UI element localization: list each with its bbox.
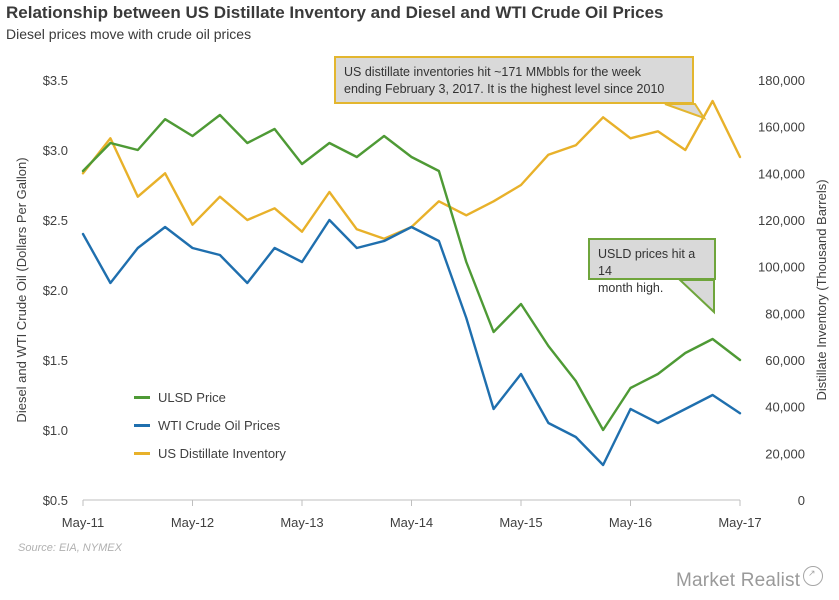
chart-title: Relationship between US Distillate Inven… [6, 3, 664, 22]
legend-label-ulsd: ULSD Price [158, 389, 226, 405]
annotation-usld-line2: month high. [598, 281, 664, 295]
legend-item-ulsd: ULSD Price [134, 389, 226, 405]
y-right-tick-label: 60,000 [765, 353, 805, 368]
y-right-tick-label: 100,000 [758, 260, 805, 275]
chart-subtitle: Diesel prices move with crude oil prices [6, 26, 252, 42]
y-left-tick-label: $3.0 [43, 143, 68, 158]
x-tick-label: May-11 [62, 515, 104, 530]
annotation-pointer-usld [677, 279, 715, 315]
annotation-usld-line1: USLD prices hit a 14 [598, 247, 696, 278]
annotation-inventory-line2: ending February 3, 2017. It is the highe… [344, 82, 665, 96]
series-line-us-distillate-inventory [81, 99, 742, 240]
x-tick-label: May-15 [499, 515, 542, 530]
brand-logo-icon: ↗ [803, 566, 823, 586]
x-tick-label: May-13 [280, 515, 323, 530]
annotation-pointer-inventory [664, 103, 707, 120]
annotation-inventory: US distillate inventories hit ~171 MMbbl… [334, 56, 694, 104]
annotation-inventory-line1: US distillate inventories hit ~171 MMbbl… [344, 65, 642, 79]
y-right-tick-label: 120,000 [758, 213, 805, 228]
y-left-tick-label: $1.0 [43, 423, 68, 438]
y-right-tick-label: 80,000 [765, 306, 805, 321]
series-line-ulsd-price [81, 113, 742, 432]
y-right-tick-label: 180,000 [758, 73, 805, 88]
y-left-tick-label: $3.5 [43, 73, 68, 88]
y-left-tick-label: $1.5 [43, 353, 68, 368]
legend-item-wti: WTI Crude Oil Prices [134, 417, 280, 433]
legend-swatch-inventory [134, 451, 150, 455]
y-right-tick-label: 40,000 [765, 400, 805, 415]
x-tick-label: May-16 [609, 515, 652, 530]
legend-item-inventory: US Distillate Inventory [134, 445, 286, 461]
y-right-tick-label: 20,000 [765, 446, 805, 461]
legend-swatch-ulsd [134, 395, 150, 399]
legend-label-wti: WTI Crude Oil Prices [158, 417, 281, 433]
brand-logo-text: Market Realist [676, 570, 801, 591]
y-right-tick-label: 140,000 [758, 166, 805, 181]
x-tick-label: May-12 [171, 515, 214, 530]
y-right-tick-label: 0 [798, 493, 805, 508]
legend-label-inventory: US Distillate Inventory [158, 445, 286, 461]
legend-swatch-wti [134, 423, 150, 427]
y-right-axis-title: Distillate Inventory (Thousand Barrels) [814, 179, 829, 400]
x-tick-label: May-14 [390, 515, 433, 530]
y-left-tick-label: $2.5 [43, 213, 68, 228]
y-left-axis-title: Diesel and WTI Crude Oil (Dollars Per Ga… [14, 157, 29, 422]
x-tick-label: May-17 [718, 515, 761, 530]
source-note: Source: EIA, NYMEX [18, 542, 122, 554]
y-left-tick-label: $2.0 [43, 283, 68, 298]
annotation-usld: USLD prices hit a 14 month high. [588, 238, 716, 295]
series-line-wti-crude-oil-prices [81, 218, 742, 467]
y-left-tick-label: $0.5 [43, 493, 68, 508]
y-right-tick-label: 160,000 [758, 120, 805, 135]
